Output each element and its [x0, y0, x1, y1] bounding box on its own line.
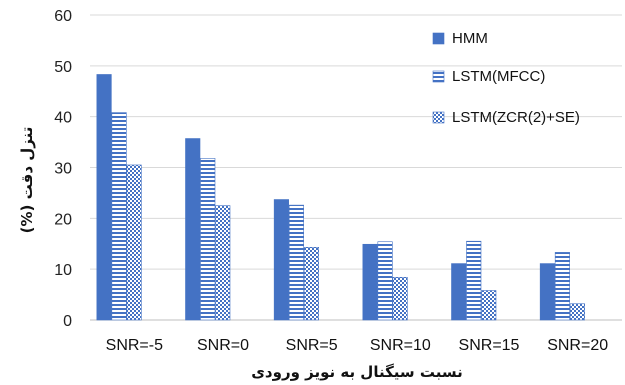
y-axis-ticks: 0 10 20 30 40 50 60	[54, 8, 72, 330]
y-tick-label: 0	[63, 313, 72, 330]
legend: HMM LSTM(MFCC) LSTM(ZCR(2)+SE)	[432, 30, 580, 126]
bar-3	[569, 303, 585, 321]
x-axis-title: نسبت سیگنال به نویز ورودی	[251, 363, 463, 381]
bar-3	[215, 205, 231, 321]
y-tick-label: 60	[54, 8, 72, 25]
x-tick-label: SNR=15	[459, 337, 520, 354]
y-tick-label: 10	[54, 262, 72, 279]
x-tick-label: SNR=-5	[106, 337, 163, 354]
y-tick-label: 50	[54, 59, 72, 76]
bar-1	[273, 199, 289, 321]
bar-3	[392, 276, 408, 321]
x-axis-ticks: SNR=-5 SNR=0 SNR=5 SNR=10 SNR=15 SNR=20	[106, 337, 609, 354]
legend-label: HMM	[452, 30, 488, 47]
bar-3	[126, 164, 142, 321]
legend-label: LSTM(ZCR(2)+SE)	[452, 109, 580, 126]
legend-label: LSTM(MFCC)	[452, 68, 545, 85]
x-tick-label: SNR=20	[547, 337, 608, 354]
x-tick-label: SNR=0	[197, 337, 249, 354]
legend-swatch	[432, 111, 445, 124]
gridlines	[90, 14, 622, 321]
legend-swatch	[432, 70, 445, 83]
x-tick-label: SNR=5	[286, 337, 338, 354]
bar-2	[377, 241, 393, 321]
y-axis-title: تنزل دقت (%)	[18, 127, 36, 234]
bar-2	[111, 112, 127, 321]
bar-3	[481, 290, 497, 321]
bars	[96, 74, 585, 321]
bar-1	[451, 263, 467, 321]
y-tick-label: 30	[54, 161, 72, 178]
bar-3	[303, 247, 319, 321]
bar-2	[554, 252, 570, 321]
bar-1	[96, 74, 112, 321]
bar-1	[539, 263, 555, 321]
bar-2	[288, 204, 304, 321]
y-tick-label: 20	[54, 211, 72, 228]
bar-1	[185, 138, 201, 321]
y-tick-label: 40	[54, 110, 72, 127]
bar-2	[466, 240, 482, 321]
x-tick-label: SNR=10	[370, 337, 431, 354]
bar-2	[200, 158, 216, 321]
legend-swatch	[432, 32, 445, 45]
bar-1	[362, 243, 378, 321]
